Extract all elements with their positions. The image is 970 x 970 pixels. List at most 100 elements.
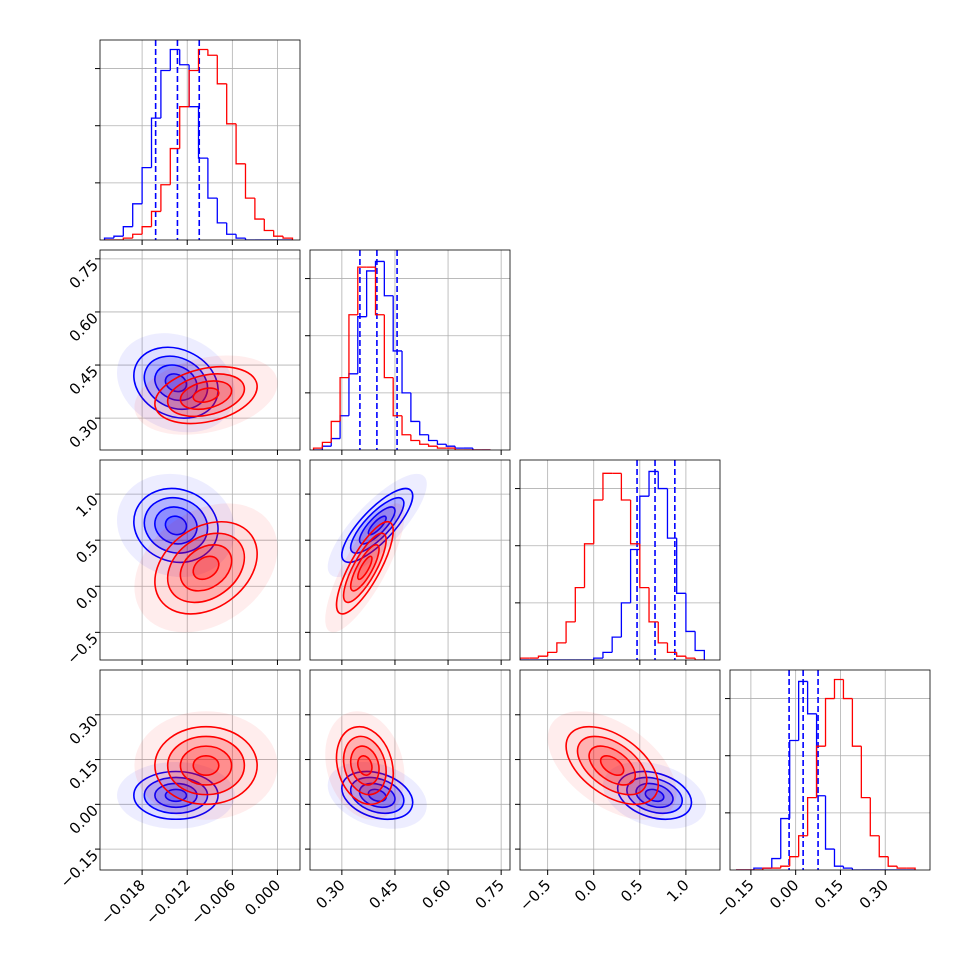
histogram-step <box>263 219 274 232</box>
panel-frame <box>309 669 511 871</box>
density-fill <box>144 777 208 814</box>
histogram-step <box>312 447 323 450</box>
histogram-step <box>216 55 227 85</box>
contour <box>164 788 188 803</box>
x-tick-label: −0.012 <box>142 876 194 928</box>
histogram-step <box>657 621 668 644</box>
density-fill <box>359 783 395 808</box>
histogram-step <box>685 593 696 633</box>
histogram-step <box>648 470 659 497</box>
histogram-step <box>122 226 133 237</box>
histogram-step <box>629 500 640 545</box>
histogram-step <box>419 421 429 436</box>
histogram-step <box>410 392 420 423</box>
y-tick-label: 0.30 <box>66 415 102 451</box>
histogram-step <box>537 655 548 659</box>
contour <box>349 745 380 786</box>
histogram-step <box>282 236 294 240</box>
contour <box>143 496 209 554</box>
histogram-step <box>824 697 835 747</box>
histogram-step <box>906 867 916 870</box>
histogram-step <box>122 237 133 240</box>
histogram-step <box>132 233 143 239</box>
histogram-step <box>383 261 394 297</box>
histogram-step <box>188 69 199 107</box>
histogram-step <box>685 656 696 659</box>
histogram-step <box>357 266 367 315</box>
contour <box>335 725 394 806</box>
y-tick-label: 0.75 <box>66 256 102 292</box>
contour <box>179 543 233 592</box>
histogram-step <box>639 495 650 550</box>
histogram-step <box>427 444 438 447</box>
panel <box>520 670 720 870</box>
density-fill <box>357 556 372 580</box>
histogram-step <box>833 678 844 699</box>
y-tick-label: 0.30 <box>66 712 102 748</box>
histogram-step <box>330 437 341 447</box>
y-tick-label: 0.60 <box>66 309 102 345</box>
x-tick-label: 0.5 <box>617 876 647 906</box>
histogram-step <box>339 415 349 439</box>
histogram-step <box>676 652 686 657</box>
histogram-step <box>321 441 332 449</box>
histogram-step <box>141 226 152 235</box>
histogram-step <box>472 448 482 450</box>
density-fill <box>167 736 245 795</box>
contour <box>179 380 233 411</box>
density-fill <box>165 373 187 392</box>
y-tick-label: 0.0 <box>72 583 102 613</box>
density-fill <box>165 516 187 535</box>
histogram-step <box>789 856 799 867</box>
histogram-step <box>207 158 218 199</box>
contour <box>133 346 219 419</box>
histogram-step <box>547 651 557 657</box>
histogram-step <box>445 444 456 447</box>
density-fill <box>368 789 387 802</box>
panel-frame <box>99 669 301 871</box>
histogram-step <box>427 434 438 442</box>
histogram-step <box>648 587 659 623</box>
histogram-step <box>798 680 808 741</box>
histogram-step <box>339 376 349 422</box>
histogram-step <box>235 234 246 239</box>
contour <box>154 520 258 615</box>
contour <box>192 555 220 581</box>
histogram-step <box>401 350 411 394</box>
density-fill <box>180 380 232 410</box>
histogram-step <box>169 147 180 185</box>
contour <box>342 735 387 796</box>
histogram-step <box>436 440 447 445</box>
panel <box>310 670 510 870</box>
histogram-step <box>454 446 464 449</box>
histogram-step <box>806 796 817 836</box>
histogram-step <box>666 488 677 539</box>
density-fill <box>350 497 404 554</box>
x-tick-label: 0.000 <box>241 876 284 919</box>
sample-cloud <box>327 761 427 829</box>
histogram-step <box>197 48 208 71</box>
contour <box>358 506 396 545</box>
density-fill <box>357 755 372 776</box>
contour <box>133 770 219 821</box>
y-tick-label: −0.5 <box>63 630 101 668</box>
density-fill <box>343 533 387 603</box>
histogram-step <box>160 69 171 119</box>
contour <box>644 788 665 803</box>
contour <box>154 725 258 806</box>
sample-cloud <box>325 711 405 820</box>
histogram-step <box>160 184 171 212</box>
histogram-step <box>602 472 613 500</box>
x-tick-label: 0.30 <box>856 876 892 912</box>
density-fill <box>154 366 258 424</box>
panel-frame <box>729 669 931 871</box>
density-fill <box>193 388 219 403</box>
histogram-step <box>392 377 403 417</box>
panel <box>310 460 510 660</box>
histogram-step <box>235 123 246 165</box>
histogram-step <box>141 166 152 204</box>
contour <box>588 745 637 786</box>
panel-frame <box>309 459 511 661</box>
histogram-step <box>593 657 603 660</box>
histogram-step <box>273 230 284 237</box>
